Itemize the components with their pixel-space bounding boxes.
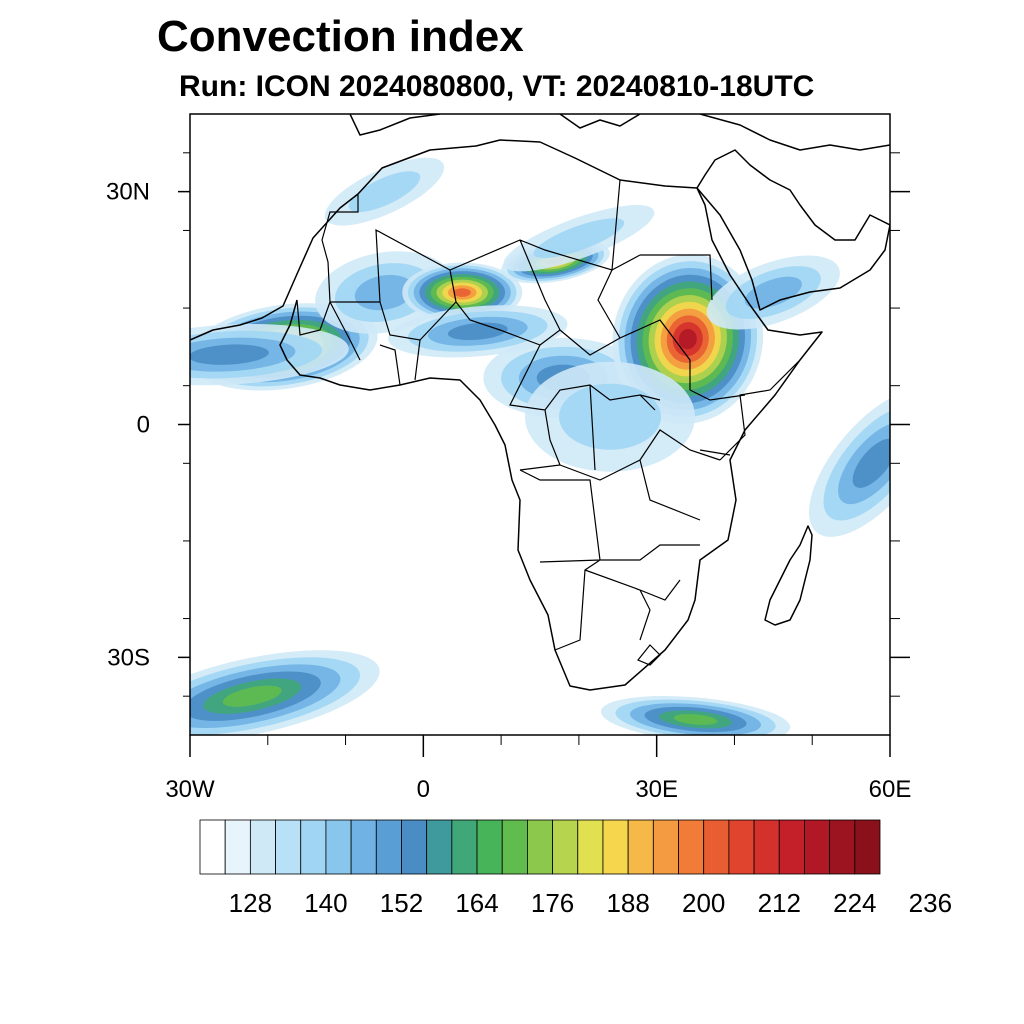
colorbar-swatch xyxy=(627,819,654,875)
colorbar-swatch xyxy=(199,819,226,875)
colorbar-swatch xyxy=(249,819,276,875)
colorbar-swatch xyxy=(426,819,453,875)
colorbar-swatch xyxy=(728,819,755,875)
colorbar-swatch xyxy=(275,819,302,875)
colorbar-swatch xyxy=(325,819,352,875)
contour-level xyxy=(354,274,415,311)
colorbar-swatch xyxy=(829,819,856,875)
colorbar-swatch xyxy=(678,819,705,875)
lon-tick-label: 60E xyxy=(869,776,912,803)
colorbar-label: 128 xyxy=(229,888,272,918)
field-east-indian-ocean xyxy=(808,389,890,537)
axis-ticks: 30N 0 30S 30W 0 30E 60E xyxy=(106,152,912,803)
field-morocco-algeria xyxy=(324,157,445,226)
contour-level xyxy=(533,218,625,259)
mediterranean-north-coast xyxy=(349,114,890,151)
colorbar-swatch xyxy=(753,819,780,875)
run-subtitle: Run: ICON 2024080800, VT: 20240810-18UTC xyxy=(179,70,815,103)
contour-level xyxy=(678,328,697,350)
colorbar-swatch xyxy=(804,819,831,875)
lat-tick-label: 30S xyxy=(107,644,150,671)
field-congo-basin xyxy=(525,361,695,472)
colorbar-swatch xyxy=(224,819,251,875)
colorbar-swatch xyxy=(527,819,553,875)
contour-level xyxy=(453,288,471,297)
contour-level xyxy=(348,171,421,212)
lon-tick-label: 30E xyxy=(635,776,678,803)
contour-level xyxy=(673,714,718,725)
convection-fields xyxy=(190,157,890,735)
contour-level xyxy=(190,344,269,365)
colorbar-swatch xyxy=(652,819,679,875)
colorbar-label: 164 xyxy=(455,888,498,918)
colorbar-label: 188 xyxy=(606,888,649,918)
colorbar-swatch xyxy=(300,819,327,875)
field-atlantic-itcz xyxy=(190,324,349,386)
colorbar-swatch xyxy=(552,819,579,875)
colorbar-label: 224 xyxy=(833,888,876,918)
country-borders xyxy=(296,179,801,666)
colorbar-swatch xyxy=(778,819,805,875)
colorbar-label: 140 xyxy=(304,888,347,918)
map-title: Convection index xyxy=(157,12,524,61)
colorbar-swatch xyxy=(401,819,428,875)
colorbar-swatch xyxy=(854,819,881,875)
colorbar-label: 176 xyxy=(531,888,574,918)
colorbar-swatch xyxy=(703,819,730,875)
field-niger-air xyxy=(402,262,523,323)
field-south-atlantic-front xyxy=(190,650,380,735)
colorbar-swatch xyxy=(375,819,402,875)
contour-level xyxy=(222,685,282,707)
lat-tick-label: 0 xyxy=(137,412,150,439)
colorbar-swatch xyxy=(577,819,604,875)
arabian-peninsula-coastline xyxy=(696,149,890,311)
madagascar-coastline xyxy=(764,525,813,626)
field-arabia-yemen xyxy=(706,255,840,330)
lon-tick-label: 30W xyxy=(165,776,215,803)
africa-coastline xyxy=(190,139,823,691)
contour-level xyxy=(744,276,802,309)
contour-level xyxy=(852,438,890,488)
colorbar-swatch xyxy=(476,819,503,875)
colorbar-swatch xyxy=(451,819,478,875)
colorbar-label: 200 xyxy=(682,888,725,918)
contour-level xyxy=(559,383,661,450)
lat-tick-label: 30N xyxy=(106,179,150,206)
colorbar-swatch xyxy=(350,819,377,875)
colorbar-swatch xyxy=(501,819,528,875)
lon-tick-label: 0 xyxy=(417,776,430,803)
field-south-africa-front xyxy=(600,696,791,735)
colorbar: 128 140 152 164 176 188 200 212 224 236 xyxy=(199,819,952,918)
colorbar-label: 212 xyxy=(758,888,801,918)
colorbar-swatch xyxy=(602,819,629,875)
colorbar-label: 152 xyxy=(380,888,423,918)
colorbar-label: 236 xyxy=(909,888,952,918)
